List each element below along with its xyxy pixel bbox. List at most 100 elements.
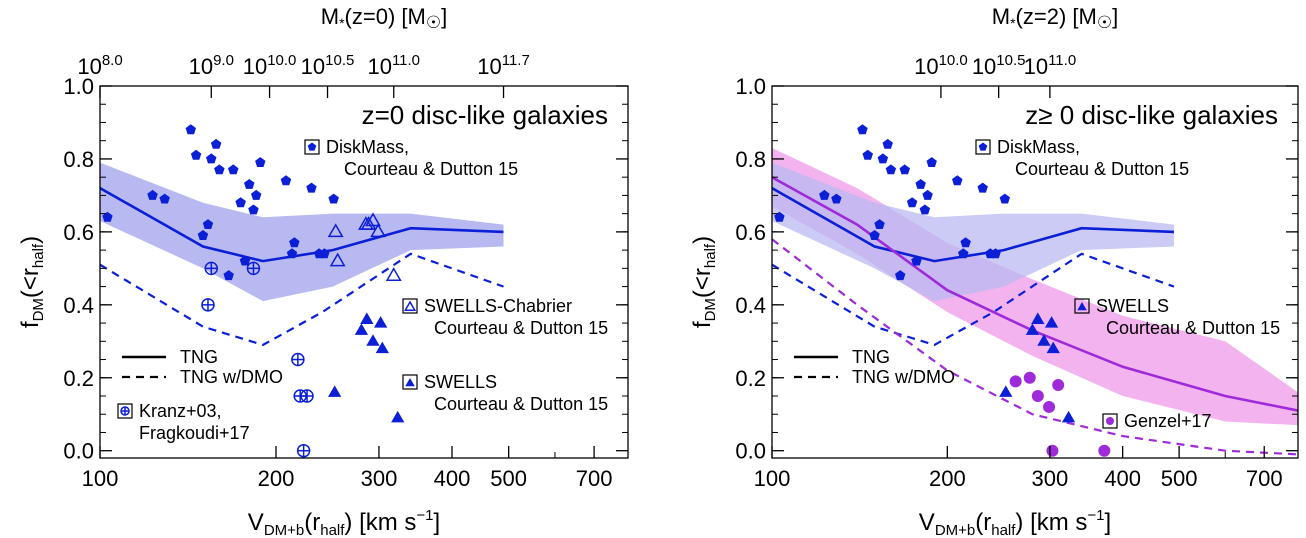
plot-area xyxy=(772,124,1298,457)
point-diskmass xyxy=(206,153,217,164)
legend-diskmass-line2: Courteau & Dutton 15 xyxy=(1015,159,1189,179)
point-kranz xyxy=(201,298,215,312)
point-diskmass xyxy=(223,270,234,281)
point-genzel xyxy=(1098,444,1111,457)
legend-swells-line1: SWELLS xyxy=(424,372,497,392)
legend-diskmass-line1: DiskMass, xyxy=(326,137,409,157)
panel-title: z≥ 0 disc-like galaxies xyxy=(1025,100,1278,130)
y-tick-label: 0.0 xyxy=(63,439,94,464)
series-line-1 xyxy=(100,252,504,347)
point-diskmass xyxy=(289,237,300,248)
band-magenta xyxy=(772,148,1298,426)
point-swells xyxy=(1061,410,1076,423)
point-diskmass xyxy=(958,248,969,259)
x-tick-label: 700 xyxy=(576,466,613,491)
point-diskmass xyxy=(831,193,842,204)
point-diskmass xyxy=(319,248,330,259)
point-diskmass xyxy=(214,164,225,175)
point-swells xyxy=(328,385,342,397)
point-genzel xyxy=(1009,375,1022,388)
legend-marker-box xyxy=(1102,413,1118,429)
point-diskmass xyxy=(922,189,933,200)
top-axis-title: M*(z=2) [M☉] xyxy=(992,4,1118,32)
x-tick-label: 100 xyxy=(82,466,119,491)
legend-solid-label: TNG xyxy=(180,347,218,367)
point-diskmass xyxy=(952,175,963,186)
point-diskmass xyxy=(280,175,292,186)
point-diskmass xyxy=(235,197,246,208)
x-tick-label: 200 xyxy=(929,466,966,491)
point-diskmass xyxy=(147,189,158,200)
panel-left: 0.0 0.2 0.4 0.6 0.8 1.0 100 200 300 400 500 700 108.… xyxy=(17,4,629,538)
panel-title: z=0 disc-like galaxies xyxy=(362,100,608,130)
point-diskmass xyxy=(869,230,880,240)
top-tick-label: 1011.0 xyxy=(1024,52,1077,79)
point-diskmass xyxy=(185,124,196,135)
y-tick-label: 0.8 xyxy=(63,147,94,172)
legend-marker-box xyxy=(117,403,133,419)
point-swells xyxy=(391,410,405,423)
point-diskmass xyxy=(960,237,971,248)
y-tick-label: 0.6 xyxy=(63,220,94,245)
y-axis-title: fDM(<rhalf) xyxy=(17,236,47,328)
x-tick-label: 500 xyxy=(1161,466,1198,491)
point-diskmass xyxy=(906,197,918,208)
y-tick-label: 0.0 xyxy=(735,439,766,464)
point-diskmass xyxy=(306,182,317,193)
point-diskmass xyxy=(874,219,885,229)
legend-marker-box xyxy=(402,298,418,314)
point-diskmass xyxy=(228,164,239,175)
point-diskmass xyxy=(877,153,889,164)
point-diskmass xyxy=(882,138,893,149)
axes-frame xyxy=(771,85,1299,459)
x-tick-label: 700 xyxy=(1246,466,1283,491)
top-axis-title: M*(z=0) [M☉] xyxy=(321,4,447,32)
point-swells-chabrier xyxy=(329,252,346,267)
y-tick-label: 0.2 xyxy=(735,366,766,391)
x-tick-label: 400 xyxy=(1104,466,1141,491)
axes-frame xyxy=(99,85,629,459)
legend-marker-box xyxy=(1074,298,1090,314)
point-kranz xyxy=(291,352,305,367)
y-tick-label: 0.8 xyxy=(735,147,766,172)
legend-marker-box xyxy=(402,374,418,390)
legend-marker-kranz xyxy=(120,406,130,416)
band-blue xyxy=(100,162,504,302)
legend-dashed-label: TNG w/DMO xyxy=(852,367,955,387)
point-diskmass xyxy=(210,138,222,149)
series-line-0 xyxy=(100,186,504,263)
legend-genzel-line1: Genzel+17 xyxy=(1124,411,1212,431)
point-genzel xyxy=(1023,371,1036,384)
legend-marker-diskmass xyxy=(978,142,988,151)
point-diskmass xyxy=(286,248,298,259)
series-line-1 xyxy=(772,252,1175,347)
point-diskmass xyxy=(774,211,785,222)
point-diskmass xyxy=(202,219,214,229)
point-swells-chabrier xyxy=(365,212,381,227)
point-kranz xyxy=(296,443,311,458)
y-tick-label: 0.6 xyxy=(735,220,766,245)
point-diskmass xyxy=(190,149,202,160)
legend-marker-genzel xyxy=(1106,417,1114,425)
top-tick-label: 108.0 xyxy=(77,52,122,79)
x-tick-label: 200 xyxy=(258,466,295,491)
legend-solid-label: TNG xyxy=(852,347,890,367)
legend-marker-box xyxy=(975,139,991,155)
y-axis-title: fDM(<rhalf) xyxy=(689,236,719,328)
point-swells xyxy=(375,341,389,354)
point-diskmass xyxy=(239,255,251,266)
series-line-3 xyxy=(772,238,1298,456)
legend-swells-line2: Courteau & Dutton 15 xyxy=(434,394,608,414)
x-tick-label: 400 xyxy=(434,466,471,491)
point-diskmass xyxy=(919,204,931,215)
legend-diskmass-line1: DiskMass, xyxy=(997,137,1080,157)
point-diskmass xyxy=(328,193,339,204)
point-diskmass xyxy=(819,189,830,200)
point-diskmass xyxy=(990,248,1001,259)
point-swells xyxy=(374,316,388,328)
y-tick-label: 1.0 xyxy=(63,74,94,99)
point-diskmass xyxy=(248,204,259,215)
point-diskmass xyxy=(926,157,937,167)
legend-dashed-label: TNG w/DMO xyxy=(180,367,283,387)
